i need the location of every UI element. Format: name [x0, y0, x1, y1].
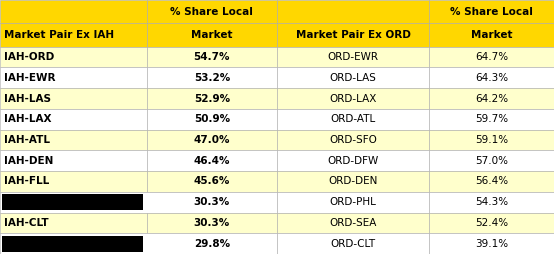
Text: IAH-DEN: IAH-DEN	[4, 156, 54, 166]
Text: Market: Market	[191, 30, 233, 40]
Text: ORD-EWR: ORD-EWR	[327, 52, 379, 62]
Bar	[429, 0, 554, 23]
Text: % Share Local: % Share Local	[450, 7, 533, 17]
Bar	[2, 236, 143, 251]
Text: IAH-ATL: IAH-ATL	[4, 135, 50, 145]
Bar	[429, 47, 554, 68]
Bar	[277, 68, 429, 88]
Text: 64.7%: 64.7%	[475, 52, 508, 62]
Bar	[429, 88, 554, 109]
Bar	[429, 23, 554, 47]
Bar	[147, 68, 277, 88]
Bar	[277, 23, 429, 47]
Text: ORD-SFO: ORD-SFO	[329, 135, 377, 145]
Bar	[147, 109, 277, 130]
Text: ORD-DFW: ORD-DFW	[327, 156, 379, 166]
Bar	[147, 171, 277, 192]
Text: 39.1%: 39.1%	[475, 239, 508, 249]
Text: 30.3%: 30.3%	[194, 197, 230, 207]
Text: 64.2%: 64.2%	[475, 93, 508, 104]
Text: 64.3%: 64.3%	[475, 73, 508, 83]
Bar	[429, 150, 554, 171]
Bar	[277, 109, 429, 130]
Bar	[147, 88, 277, 109]
Bar	[147, 150, 277, 171]
Bar	[0, 130, 147, 150]
Text: Market Pair Ex ORD: Market Pair Ex ORD	[296, 30, 411, 40]
Text: ORD-DEN: ORD-DEN	[329, 177, 378, 186]
Bar	[277, 171, 429, 192]
Bar	[429, 109, 554, 130]
Bar	[277, 150, 429, 171]
Bar	[429, 192, 554, 213]
Text: IAH-LAS: IAH-LAS	[4, 93, 52, 104]
Text: 52.9%: 52.9%	[194, 93, 230, 104]
Bar	[0, 68, 147, 88]
Text: 47.0%: 47.0%	[194, 135, 230, 145]
Bar	[277, 88, 429, 109]
Text: 52.4%: 52.4%	[475, 218, 508, 228]
Bar	[0, 192, 277, 213]
Bar	[277, 130, 429, 150]
Text: 53.2%: 53.2%	[194, 73, 230, 83]
Text: IAH-ORD: IAH-ORD	[4, 52, 55, 62]
Bar	[0, 213, 147, 233]
Text: IAH-CLT: IAH-CLT	[4, 218, 49, 228]
Bar	[0, 150, 147, 171]
Text: 29.8%: 29.8%	[194, 239, 230, 249]
Text: 50.9%: 50.9%	[194, 114, 230, 124]
Text: IAH-LAX: IAH-LAX	[4, 114, 52, 124]
Text: IAH-EWR: IAH-EWR	[4, 73, 56, 83]
Text: 45.6%: 45.6%	[194, 177, 230, 186]
Text: ORD-CLT: ORD-CLT	[331, 239, 376, 249]
Bar	[147, 23, 277, 47]
Bar	[147, 47, 277, 68]
Bar	[277, 0, 429, 23]
Bar	[429, 68, 554, 88]
Bar	[0, 23, 147, 47]
Bar	[0, 47, 147, 68]
Text: 30.3%: 30.3%	[194, 218, 230, 228]
Text: 59.1%: 59.1%	[475, 135, 508, 145]
Bar	[0, 109, 147, 130]
Text: 57.0%: 57.0%	[475, 156, 508, 166]
Text: 54.3%: 54.3%	[475, 197, 508, 207]
Bar	[429, 213, 554, 233]
Bar	[429, 171, 554, 192]
Bar	[277, 47, 429, 68]
Bar	[0, 233, 277, 254]
Bar	[0, 171, 147, 192]
Text: Market: Market	[471, 30, 512, 40]
Text: ORD-LAS: ORD-LAS	[330, 73, 377, 83]
Bar	[429, 130, 554, 150]
Text: 59.7%: 59.7%	[475, 114, 508, 124]
Bar	[429, 233, 554, 254]
Text: ORD-ATL: ORD-ATL	[331, 114, 376, 124]
Bar	[277, 213, 429, 233]
Text: ORD-LAX: ORD-LAX	[330, 93, 377, 104]
Bar	[277, 233, 429, 254]
Bar	[277, 192, 429, 213]
Bar	[0, 88, 147, 109]
Bar	[2, 194, 143, 210]
Text: Market Pair Ex IAH: Market Pair Ex IAH	[4, 30, 115, 40]
Bar	[0, 0, 147, 23]
Text: 54.7%: 54.7%	[194, 52, 230, 62]
Bar	[147, 130, 277, 150]
Text: 56.4%: 56.4%	[475, 177, 508, 186]
Text: ORD-PHL: ORD-PHL	[330, 197, 377, 207]
Text: % Share Local: % Share Local	[171, 7, 253, 17]
Bar	[147, 213, 277, 233]
Text: ORD-SEA: ORD-SEA	[330, 218, 377, 228]
Bar	[147, 0, 277, 23]
Text: 46.4%: 46.4%	[194, 156, 230, 166]
Text: IAH-FLL: IAH-FLL	[4, 177, 50, 186]
